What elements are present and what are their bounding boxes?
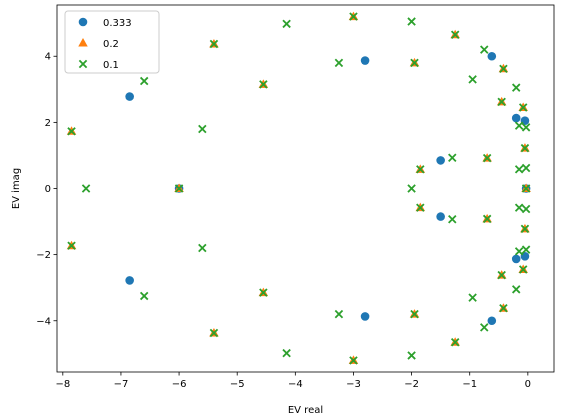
data-point: [480, 45, 489, 54]
data-point: [499, 303, 508, 313]
data-point: [511, 285, 521, 294]
data-point: [407, 351, 416, 360]
data-point: [448, 215, 457, 224]
data-point: [67, 241, 76, 250]
legend-marker: [78, 38, 88, 47]
data-point: [139, 76, 149, 86]
data-point: [360, 56, 370, 65]
legend-label: 0.333: [103, 18, 132, 29]
data-point: [125, 276, 134, 285]
data-point: [514, 121, 524, 130]
data-point: [520, 143, 530, 153]
legend-marker: [78, 17, 88, 27]
data-point: [521, 204, 531, 214]
data-point: [349, 356, 358, 365]
data-point: [198, 243, 207, 253]
plot-frame: [56, 4, 555, 373]
x-axis-ticks: −8 −7 −6 −5 −4 −3 −2 −1 0: [55, 372, 531, 390]
data-point: [416, 165, 425, 174]
data-point: [468, 75, 477, 84]
data-point: [436, 156, 445, 165]
data-point: [482, 153, 492, 163]
data-point: [520, 224, 530, 234]
y-axis-ticks: −4 −2 0 2 4: [36, 52, 57, 327]
data-point: [511, 83, 521, 92]
data-point: [209, 39, 219, 49]
y-tick-label: 2: [45, 118, 51, 129]
data-point: [410, 58, 419, 68]
data-point: [518, 103, 528, 112]
data-point: [334, 58, 344, 68]
data-point: [282, 19, 291, 29]
y-tick-label: −4: [36, 316, 51, 327]
data-point: [487, 316, 497, 326]
data-point: [259, 80, 268, 89]
data-point: [259, 288, 268, 297]
y-tick-label: 0: [45, 184, 51, 195]
data-point: [514, 203, 524, 212]
data-point: [209, 328, 219, 338]
data-point: [521, 163, 531, 173]
y-tick-label: 4: [45, 52, 51, 63]
x-tick-label: −2: [404, 379, 419, 390]
data-point: [349, 12, 358, 21]
legend-item: 0.333: [78, 17, 132, 29]
data-point: [514, 247, 524, 256]
x-tick-label: −6: [172, 379, 187, 390]
legend-item: 0.1: [78, 59, 119, 71]
legend-label: 0.1: [103, 60, 119, 71]
x-tick-label: −1: [462, 379, 477, 390]
data-point: [450, 30, 460, 39]
series-0.1: [67, 12, 531, 365]
data-point: [511, 113, 521, 123]
x-tick-label: −8: [55, 379, 70, 390]
x-tick-label: −5: [230, 379, 245, 390]
data-point: [334, 309, 344, 319]
data-point: [436, 212, 445, 221]
legend-label: 0.2: [103, 39, 119, 50]
data-point: [81, 184, 91, 193]
data-point: [487, 51, 497, 61]
data-point: [416, 203, 425, 212]
data-point: [480, 323, 489, 332]
data-point: [468, 293, 477, 302]
data-point: [521, 123, 531, 132]
x-axis-label: EV real: [288, 405, 323, 416]
data-point: [139, 291, 149, 301]
data-points: [66, 11, 531, 365]
data-point: [521, 184, 531, 193]
legend-box: [64, 10, 160, 74]
data-point: [67, 127, 76, 136]
y-tick-label: −2: [36, 250, 51, 261]
data-point: [407, 184, 416, 193]
data-point: [518, 265, 528, 274]
data-point: [448, 153, 457, 162]
legend: 0.333 0.2 0.1: [64, 10, 160, 74]
x-tick-label: −3: [346, 379, 361, 390]
data-point: [360, 312, 370, 321]
data-point: [282, 348, 291, 358]
data-point: [497, 270, 506, 280]
legend-marker: [78, 59, 88, 69]
data-point: [198, 124, 207, 134]
x-tick-label: 0: [525, 379, 531, 390]
data-point: [497, 97, 506, 107]
data-point: [407, 17, 416, 26]
data-point: [511, 254, 521, 264]
legend-item: 0.2: [78, 38, 119, 50]
data-point: [410, 309, 419, 319]
data-point: [450, 338, 460, 347]
data-point: [499, 64, 508, 74]
x-tick-label: −7: [114, 379, 129, 390]
data-point: [482, 214, 492, 224]
x-tick-label: −4: [288, 379, 303, 390]
y-axis-label: EV imag: [11, 168, 22, 209]
data-point: [125, 92, 134, 101]
data-point: [514, 165, 524, 174]
data-point: [174, 184, 184, 193]
data-point: [521, 245, 531, 254]
